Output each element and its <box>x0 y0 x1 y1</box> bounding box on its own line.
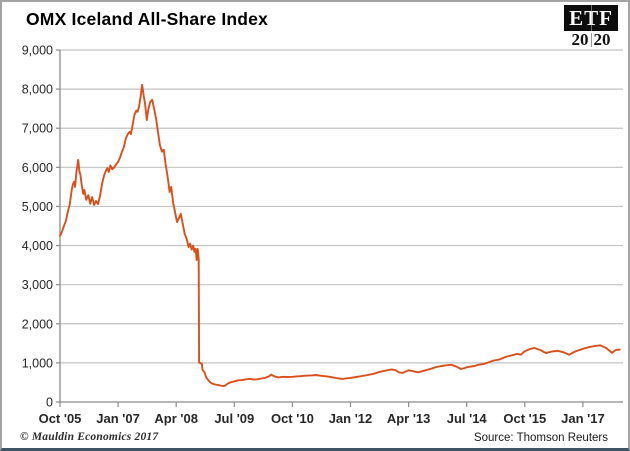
x-axis-tick-label: Apr '08 <box>154 411 198 426</box>
x-axis-tick-label: Jul '14 <box>447 411 488 426</box>
logo-2020-row: 20 20 <box>564 31 618 49</box>
y-axis-tick-label: 3,000 <box>22 278 53 292</box>
source-text: Source: Thomson Reuters <box>473 432 608 444</box>
logo-divider-line <box>591 5 592 31</box>
x-axis-tick-label: Oct '10 <box>271 411 314 426</box>
index-data-line <box>59 83 621 387</box>
x-axis-tick-label: Jan '07 <box>96 411 140 426</box>
logo-20-separator <box>590 33 592 47</box>
x-axis-tick-label: Oct '15 <box>503 411 546 426</box>
etf-logo-text: ETF <box>569 6 613 30</box>
y-axis-tick-label: 4,000 <box>22 239 53 253</box>
y-axis-tick-label: 0 <box>46 396 53 410</box>
logo-20-left: 20 <box>571 30 589 49</box>
x-axis-tick-label: Jul '09 <box>214 411 254 426</box>
y-axis-tick-label: 5,000 <box>22 200 53 214</box>
y-axis-tick-label: 6,000 <box>22 161 53 175</box>
etf-logo-box: ETF <box>564 5 618 31</box>
y-axis-tick-label: 7,000 <box>22 122 53 136</box>
y-axis-tick-label: 8,000 <box>22 83 53 97</box>
logo-20-right: 20 <box>593 30 611 49</box>
x-axis-tick-label: Apr '13 <box>387 411 431 426</box>
x-axis-tick-label: Oct '05 <box>39 411 82 426</box>
y-axis-tick-label: 1,000 <box>22 356 53 370</box>
x-axis-tick-label: Jan '17 <box>561 411 605 426</box>
chart-title: OMX Iceland All-Share Index <box>26 9 269 29</box>
y-axis-tick-label: 9,000 <box>22 44 53 58</box>
etf-2020-logo: ETF 20 20 <box>564 5 618 49</box>
x-axis-tick-label: Jan '12 <box>329 411 373 426</box>
copyright-text: © Mauldin Economics 2017 <box>20 431 159 443</box>
y-axis-tick-label: 2,000 <box>22 317 53 331</box>
